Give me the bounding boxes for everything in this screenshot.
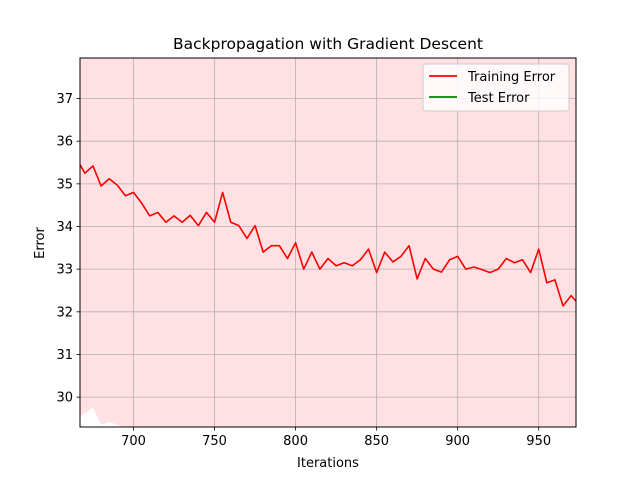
y-axis: 30 31 32 33 34 35 36 37 — [56, 92, 80, 406]
series-line-training-error — [80, 164, 576, 307]
x-tick-label: 800 — [283, 434, 308, 449]
y-tick-label: 37 — [56, 92, 73, 107]
shaded-band — [80, 58, 576, 427]
x-tick-label: 850 — [364, 434, 389, 449]
y-tick-label: 34 — [56, 220, 73, 235]
y-tick-label: 36 — [56, 135, 73, 150]
x-tick-label: 700 — [121, 434, 146, 449]
x-tick-label: 950 — [526, 434, 551, 449]
plot-frame — [79, 57, 577, 428]
legend-label-test-error: Test Error — [467, 91, 530, 106]
y-tick-label: 30 — [56, 391, 73, 406]
x-tick-label: 900 — [445, 434, 470, 449]
series-layer — [80, 164, 576, 307]
y-tick-label: 31 — [56, 348, 73, 363]
x-axis: 700 750 800 850 900 950 — [121, 427, 551, 449]
x-axis-label: Iterations — [297, 456, 359, 471]
y-tick-label: 35 — [56, 177, 73, 192]
chart-title: Backpropagation with Gradient Descent — [173, 35, 483, 53]
plot-area — [80, 58, 576, 427]
y-axis-label: Error — [33, 227, 48, 259]
x-tick-label: 750 — [202, 434, 227, 449]
y-tick-label: 33 — [56, 263, 73, 278]
legend-box — [422, 63, 570, 112]
legend: Training Error Test Error — [422, 63, 570, 112]
legend-label-training-error: Training Error — [467, 70, 556, 85]
y-tick-label: 32 — [56, 305, 73, 320]
